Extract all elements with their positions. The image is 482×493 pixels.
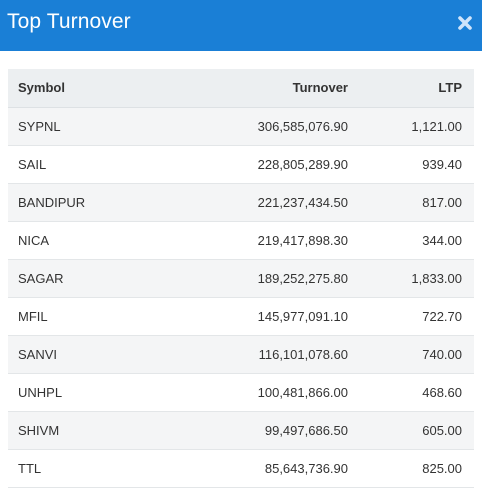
table-row[interactable]: BANDIPUR 221,237,434.50 817.00 — [8, 183, 474, 222]
ltp-cell: 605.00 — [351, 411, 474, 450]
symbol-cell: TTL — [8, 449, 158, 488]
modal-header: Top Turnover — [0, 0, 482, 51]
ltp-cell: 817.00 — [351, 183, 474, 222]
table-header-row: Symbol Turnover LTP — [8, 69, 474, 108]
symbol-cell: NICA — [8, 221, 158, 260]
ltp-cell: 344.00 — [351, 221, 474, 260]
symbol-cell: SANVI — [8, 335, 158, 374]
table-header: Symbol Turnover LTP — [8, 69, 474, 108]
ltp-cell: 722.70 — [351, 297, 474, 336]
symbol-cell: SAIL — [8, 145, 158, 184]
turnover-cell: 221,237,434.50 — [158, 183, 351, 222]
ltp-cell: 468.60 — [351, 373, 474, 412]
turnover-cell: 189,252,275.80 — [158, 259, 351, 298]
modal-title: Top Turnover — [7, 10, 131, 33]
turnover-cell: 228,805,289.90 — [158, 145, 351, 184]
turnover-table: Symbol Turnover LTP SYPNL 306,585,076.90… — [8, 69, 474, 488]
turnover-cell: 99,497,686.50 — [158, 411, 351, 450]
symbol-cell: SHIVM — [8, 411, 158, 450]
table-row[interactable]: SHIVM 99,497,686.50 605.00 — [8, 411, 474, 450]
symbol-cell: SAGAR — [8, 259, 158, 298]
symbol-cell: SYPNL — [8, 107, 158, 146]
table-row[interactable]: SYPNL 306,585,076.90 1,121.00 — [8, 107, 474, 146]
close-button[interactable] — [454, 12, 476, 34]
ltp-cell: 825.00 — [351, 449, 474, 488]
turnover-cell: 116,101,078.60 — [158, 335, 351, 374]
ltp-cell: 1,833.00 — [351, 259, 474, 298]
table-row[interactable]: MFIL 145,977,091.10 722.70 — [8, 297, 474, 336]
table-row[interactable]: UNHPL 100,481,866.00 468.60 — [8, 373, 474, 412]
ltp-cell: 939.40 — [351, 145, 474, 184]
table-body: SYPNL 306,585,076.90 1,121.00 SAIL 228,8… — [8, 107, 474, 488]
symbol-column-header[interactable]: Symbol — [8, 69, 158, 108]
symbol-cell: UNHPL — [8, 373, 158, 412]
ltp-cell: 1,121.00 — [351, 107, 474, 146]
table-row[interactable]: NICA 219,417,898.30 344.00 — [8, 221, 474, 260]
symbol-cell: MFIL — [8, 297, 158, 336]
turnover-cell: 85,643,736.90 — [158, 449, 351, 488]
ltp-column-header[interactable]: LTP — [351, 69, 474, 108]
table-row[interactable]: TTL 85,643,736.90 825.00 — [8, 449, 474, 488]
turnover-cell: 100,481,866.00 — [158, 373, 351, 412]
turnover-table-container: Symbol Turnover LTP SYPNL 306,585,076.90… — [8, 69, 474, 488]
ltp-cell: 740.00 — [351, 335, 474, 374]
table-row[interactable]: SAIL 228,805,289.90 939.40 — [8, 145, 474, 184]
turnover-cell: 219,417,898.30 — [158, 221, 351, 260]
turnover-cell: 306,585,076.90 — [158, 107, 351, 146]
turnover-cell: 145,977,091.10 — [158, 297, 351, 336]
table-row[interactable]: SANVI 116,101,078.60 740.00 — [8, 335, 474, 374]
close-icon — [457, 15, 473, 31]
symbol-cell: BANDIPUR — [8, 183, 158, 222]
turnover-column-header[interactable]: Turnover — [158, 69, 351, 108]
table-row[interactable]: SAGAR 189,252,275.80 1,833.00 — [8, 259, 474, 298]
